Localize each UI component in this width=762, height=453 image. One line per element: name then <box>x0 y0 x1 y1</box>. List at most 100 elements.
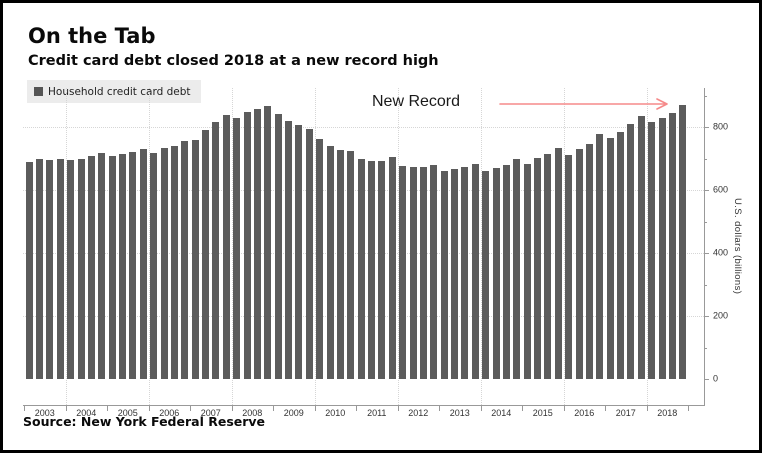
bar-2015-Q1 <box>523 163 531 379</box>
y-tick-minor <box>704 284 707 286</box>
y-axis: 0 200 400 600 800 <box>704 88 759 405</box>
legend-label: Household credit card debt <box>48 85 191 98</box>
gridline-vertical <box>397 88 399 405</box>
bar-2016-Q4 <box>596 133 604 379</box>
bar-2007-Q2 <box>202 129 210 379</box>
bar-2013-Q2 <box>451 168 459 379</box>
bar-2003-Q3 <box>46 160 54 379</box>
x-tick-label-2006: 2006 <box>159 408 180 418</box>
gridline-vertical <box>148 88 150 405</box>
x-tick <box>314 405 316 411</box>
x-tick <box>688 405 689 411</box>
x-tick-label-2009: 2009 <box>283 408 304 418</box>
bar-2018-Q1 <box>648 122 656 379</box>
bar-2015-Q2 <box>534 157 542 379</box>
bar-2014-Q3 <box>502 164 510 379</box>
x-axis: 2003 2004 2005 2006 2007 2008 2009 2010 2011 2012… <box>23 405 728 427</box>
y-tick-label: 600 <box>713 184 729 195</box>
chart-subtitle: Credit card debt closed 2018 at a new re… <box>28 53 439 69</box>
annotation-text: New Record <box>372 93 461 110</box>
bar-2011-Q4 <box>388 157 396 379</box>
gridline-vertical <box>480 88 482 405</box>
y-tick-minor <box>704 347 707 349</box>
x-tick <box>148 405 150 411</box>
x-tick <box>356 405 357 411</box>
x-tick-label-2003: 2003 <box>34 408 55 418</box>
bar-2006-Q4 <box>181 140 189 379</box>
x-tick-label-2004: 2004 <box>76 408 97 418</box>
bar-2008-Q3 <box>253 108 261 379</box>
source-note: Source: New York Federal Reserve <box>23 414 266 429</box>
bar-2017-Q4 <box>637 116 645 379</box>
x-tick <box>190 405 191 411</box>
bar-2010-Q2 <box>326 145 334 379</box>
bar-2005-Q4 <box>139 149 147 379</box>
bar-2013-Q1 <box>440 171 448 379</box>
bar-2008-Q2 <box>243 112 251 379</box>
annotation-new-record: New Record <box>372 93 460 111</box>
gridline-vertical <box>231 88 233 405</box>
gridline-vertical <box>563 88 565 405</box>
x-tick <box>439 405 440 411</box>
bar-2014-Q4 <box>513 158 521 379</box>
bar-2007-Q1 <box>191 139 199 379</box>
x-tick-label-2016: 2016 <box>574 408 595 418</box>
bar-2005-Q1 <box>108 156 116 379</box>
gridline-vertical <box>65 88 67 405</box>
y-tick-major <box>704 316 709 317</box>
y-tick-minor <box>704 95 707 97</box>
bar-2014-Q1 <box>482 171 490 379</box>
bar-2004-Q4 <box>98 152 106 379</box>
bar-2012-Q3 <box>419 166 427 379</box>
x-tick-label-2010: 2010 <box>325 408 346 418</box>
x-tick-label-2011: 2011 <box>367 408 387 418</box>
y-tick-minor <box>704 158 707 160</box>
bar-2006-Q1 <box>150 152 158 379</box>
bar-2005-Q3 <box>129 152 137 379</box>
bar-2003-Q2 <box>36 159 44 379</box>
bar-2008-Q1 <box>233 117 241 379</box>
bar-2011-Q2 <box>368 161 376 379</box>
bar-2007-Q4 <box>222 115 230 379</box>
bar-2016-Q2 <box>575 149 583 379</box>
bar-2014-Q2 <box>492 168 500 379</box>
bar-2016-Q3 <box>585 143 593 379</box>
y-tick-major <box>704 379 709 380</box>
x-tick <box>605 405 606 411</box>
bar-2013-Q3 <box>461 167 469 379</box>
x-tick <box>397 405 399 411</box>
y-axis-title: U.S. dollars (billions) <box>732 88 743 405</box>
bar-2004-Q2 <box>77 159 85 379</box>
legend-swatch-icon <box>34 87 43 96</box>
x-tick-label-2005: 2005 <box>117 408 138 418</box>
bar-2004-Q1 <box>67 160 75 379</box>
y-tick-major <box>704 190 709 191</box>
gridline-vertical <box>646 88 648 405</box>
bar-2009-Q3 <box>295 125 303 379</box>
x-tick <box>273 405 274 411</box>
y-tick-major <box>704 253 709 254</box>
x-tick <box>646 405 648 411</box>
x-tick <box>231 405 233 411</box>
annotation-arrow-icon <box>499 98 668 110</box>
bar-2005-Q2 <box>119 154 127 379</box>
bar-2013-Q4 <box>471 163 479 379</box>
x-tick-label-2017: 2017 <box>615 408 636 418</box>
bar-2010-Q3 <box>336 149 344 379</box>
x-tick <box>65 405 67 411</box>
y-tick-minor <box>704 221 707 223</box>
bar-2008-Q4 <box>264 106 272 379</box>
bar-2016-Q1 <box>565 154 573 379</box>
chart-title: On the Tab <box>28 24 156 48</box>
bar-2004-Q3 <box>87 155 95 379</box>
bar-2011-Q1 <box>357 159 365 379</box>
bar-2018-Q3 <box>668 113 676 379</box>
bar-2017-Q1 <box>606 138 614 379</box>
bar-2015-Q4 <box>554 148 562 379</box>
bar-2012-Q1 <box>399 165 407 379</box>
gridline-vertical <box>314 88 316 405</box>
x-tick <box>107 405 108 411</box>
bar-2012-Q2 <box>409 167 417 379</box>
x-tick-label-2012: 2012 <box>408 408 429 418</box>
